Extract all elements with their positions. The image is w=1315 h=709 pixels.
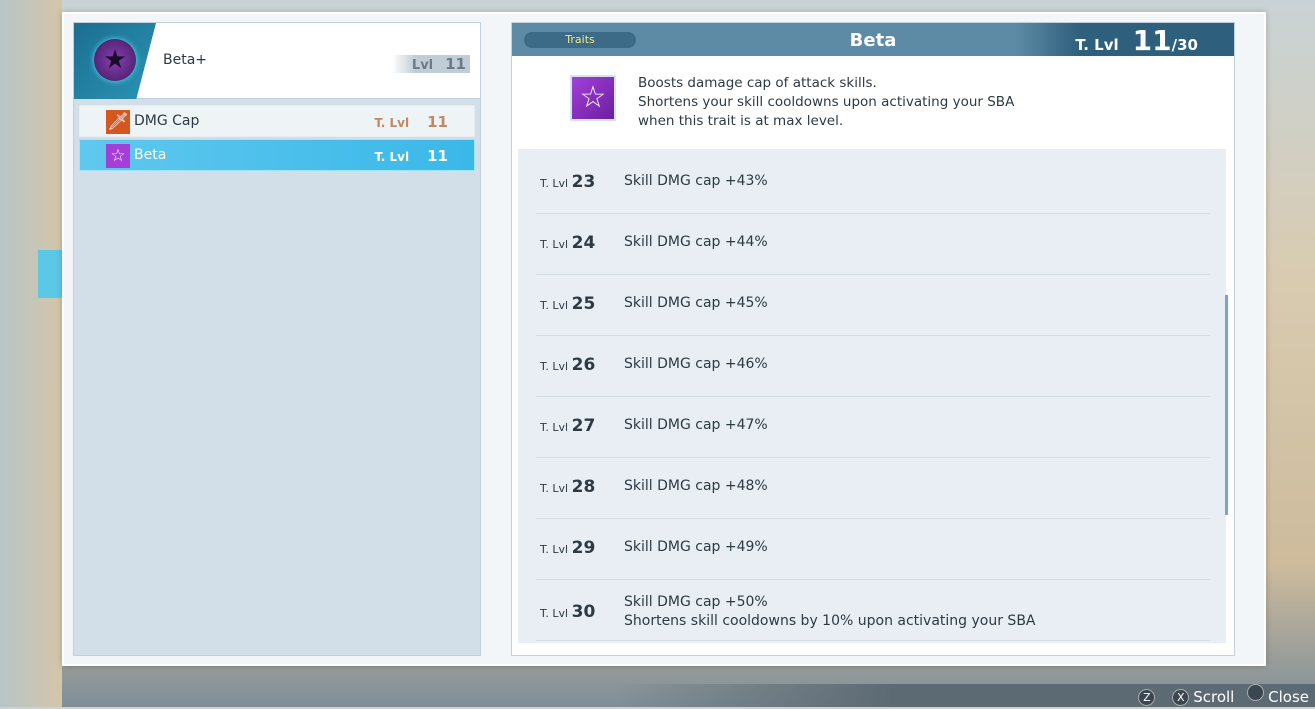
weapon-name: Beta+ bbox=[163, 52, 208, 68]
button-hints: Z X Scroll Close bbox=[615, 684, 1315, 707]
trait-title: Beta bbox=[849, 30, 897, 51]
pentagram-icon: ★ bbox=[94, 39, 136, 81]
level-row: T. Lvl 27 Skill DMG cap +47% bbox=[536, 397, 1210, 458]
weapon-level: Lvl 11 bbox=[391, 55, 470, 73]
level-effect: Skill DMG cap +48% bbox=[624, 478, 768, 494]
level-effect: Skill DMG cap +47% bbox=[624, 417, 768, 433]
level-effect: Skill DMG cap +50% Shortens skill cooldow… bbox=[624, 594, 1036, 629]
trait-level: T. Lvl 11/30 bbox=[1015, 23, 1234, 57]
trait-item-dmg-cap[interactable]: 🗡 DMG Cap T. Lvl 11 bbox=[79, 105, 475, 137]
scroll-hint[interactable]: Scroll bbox=[1193, 688, 1235, 706]
mouse-icon bbox=[1247, 684, 1265, 701]
trait-list-panel: ★ Beta+ Lvl 11 🗡 DMG Cap T. Lvl 11 ☆ Beta … bbox=[73, 22, 481, 656]
detail-header: Traits Beta T. Lvl 11/30 bbox=[512, 23, 1234, 57]
level-row: T. Lvl 30 Skill DMG cap +50% Shortens skil… bbox=[536, 580, 1210, 641]
level-effect: Skill DMG cap +45% bbox=[624, 295, 768, 311]
level-effect: Skill DMG cap +49% bbox=[624, 539, 768, 555]
level-row: T. Lvl 25 Skill DMG cap +45% bbox=[536, 275, 1210, 336]
level-label: T. Lvl 24 bbox=[540, 233, 596, 253]
star-icon: ☆ bbox=[570, 75, 616, 121]
level-row: T. Lvl 23 Skill DMG cap +43% bbox=[536, 153, 1210, 214]
trait-detail-panel: Traits Beta T. Lvl 11/30 ☆ Boosts damage … bbox=[511, 22, 1235, 656]
traits-tab[interactable]: Traits bbox=[524, 32, 636, 48]
sword-icon: 🗡 bbox=[106, 110, 130, 134]
trait-description: Boosts damage cap of attack skills. Short… bbox=[638, 75, 1015, 129]
trait-item-beta[interactable]: ☆ Beta T. Lvl 11 bbox=[79, 139, 475, 171]
level-label: T. Lvl 25 bbox=[540, 294, 596, 314]
weapon-header: ★ Beta+ Lvl 11 bbox=[74, 23, 480, 99]
z-button-icon: Z bbox=[1138, 689, 1156, 706]
level-label: T. Lvl 27 bbox=[540, 416, 596, 436]
close-button[interactable]: Close bbox=[1268, 688, 1309, 706]
scrollbar[interactable] bbox=[1225, 295, 1228, 515]
level-row: T. Lvl 28 Skill DMG cap +48% bbox=[536, 458, 1210, 519]
background bbox=[0, 0, 62, 707]
level-row: T. Lvl 24 Skill DMG cap +44% bbox=[536, 214, 1210, 275]
level-effect: Skill DMG cap +44% bbox=[624, 234, 768, 250]
level-label: T. Lvl 30 bbox=[540, 602, 596, 622]
x-button-icon: X bbox=[1172, 689, 1190, 706]
level-label: T. Lvl 23 bbox=[540, 172, 596, 192]
level-effect: Skill DMG cap +43% bbox=[624, 173, 768, 189]
level-list[interactable]: T. Lvl 23 Skill DMG cap +43% T. Lvl 24 Skil… bbox=[518, 149, 1226, 643]
background-tab bbox=[38, 250, 62, 298]
level-label: T. Lvl 26 bbox=[540, 355, 596, 375]
level-effect: Skill DMG cap +46% bbox=[624, 356, 768, 372]
level-label: T. Lvl 28 bbox=[540, 477, 596, 497]
level-row: T. Lvl 29 Skill DMG cap +49% bbox=[536, 519, 1210, 580]
star-icon: ☆ bbox=[106, 144, 130, 168]
level-label: T. Lvl 29 bbox=[540, 538, 596, 558]
level-row: T. Lvl 26 Skill DMG cap +46% bbox=[536, 336, 1210, 397]
